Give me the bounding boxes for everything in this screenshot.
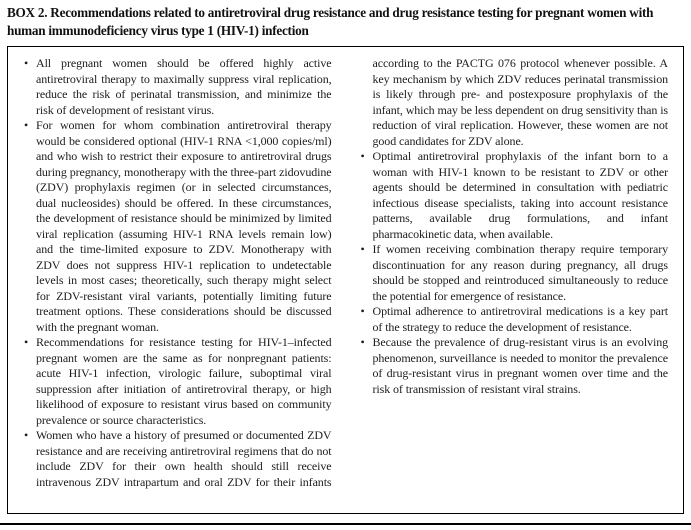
bullet-item: Optimal adherence to antiretroviral medi… [360,304,669,335]
bullet-item: If women receiving combination therapy r… [360,242,669,304]
bullet-text: For women for whom combination antiretro… [36,118,332,334]
page-bottom-rule [0,523,691,525]
bullet-text: All pregnant women should be offered hig… [36,56,332,117]
bullet-item: Women who have a history of presumed or … [23,56,668,505]
bullet-item: Recommendations for resistance testing f… [23,335,332,428]
bullet-item: Because the prevalence of drug-resistant… [360,335,669,397]
bullet-text: Optimal adherence to antiretroviral medi… [372,304,669,334]
bullet-text: Recommendations for resistance testing f… [36,335,332,427]
box-title: BOX 2. Recommendations related to antire… [7,5,654,38]
recommendations-box: All pregnant women should be offered hig… [7,46,684,514]
bullet-text: Optimal antiretroviral prophylaxis of th… [372,149,669,241]
bullet-item: For women for whom combination antiretro… [23,118,332,335]
bullet-text: Women who have a history of presumed or … [36,56,668,489]
bullet-item: All pregnant women should be offered hig… [23,56,332,118]
two-column-text: All pregnant women should be offered hig… [23,56,668,505]
bullet-item: Optimal antiretroviral prophylaxis of th… [360,149,669,242]
bullet-text: Because the prevalence of drug-resistant… [372,335,669,396]
bullet-list: All pregnant women should be offered hig… [23,56,668,505]
bullet-text: If women receiving combination therapy r… [372,242,669,303]
